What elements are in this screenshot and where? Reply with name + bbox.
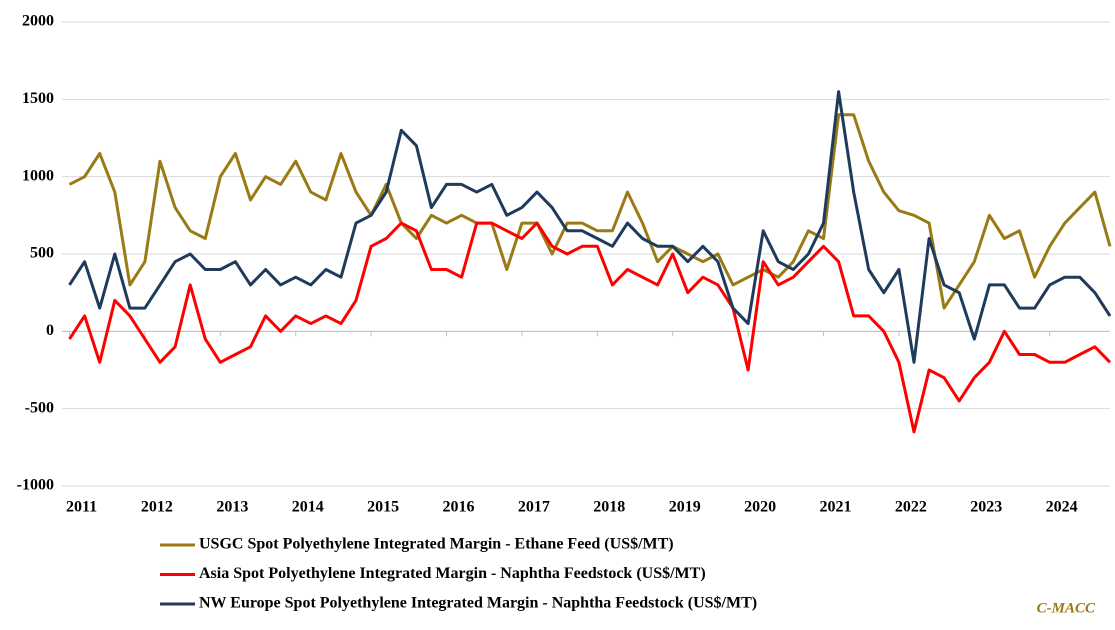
x-tick-label: 2023 (970, 499, 1002, 516)
x-tick-label: 2024 (1046, 499, 1078, 516)
legend-label: USGC Spot Polyethylene Integrated Margin… (199, 536, 674, 553)
y-tick-label: -500 (25, 399, 54, 416)
y-tick-label: 2000 (22, 13, 54, 30)
x-tick-label: 2021 (819, 499, 851, 516)
series-line (68, 221, 1112, 434)
y-tick-label: 1500 (22, 90, 54, 107)
y-tick-label: 500 (30, 245, 54, 262)
source-mark: C-MACC (1037, 600, 1096, 616)
x-tick-label: 2013 (216, 499, 248, 516)
y-tick-label: 0 (46, 322, 54, 339)
x-tick-label: 2012 (141, 499, 173, 516)
y-tick-label: -1000 (17, 477, 54, 494)
y-tick-label: 1000 (22, 167, 54, 184)
x-tick-label: 2011 (66, 499, 97, 516)
series-line (68, 113, 1112, 310)
legend-label: NW Europe Spot Polyethylene Integrated M… (199, 595, 757, 612)
x-tick-label: 2022 (895, 499, 927, 516)
legend-label: Asia Spot Polyethylene Integrated Margin… (199, 565, 706, 582)
x-tick-label: 2015 (367, 499, 399, 516)
x-tick-label: 2014 (292, 499, 324, 516)
x-tick-label: 2018 (593, 499, 625, 516)
x-tick-label: 2020 (744, 499, 776, 516)
series-line (68, 90, 1112, 364)
x-tick-label: 2017 (518, 499, 550, 516)
x-tick-label: 2016 (443, 499, 475, 516)
x-tick-label: 2019 (669, 499, 701, 516)
